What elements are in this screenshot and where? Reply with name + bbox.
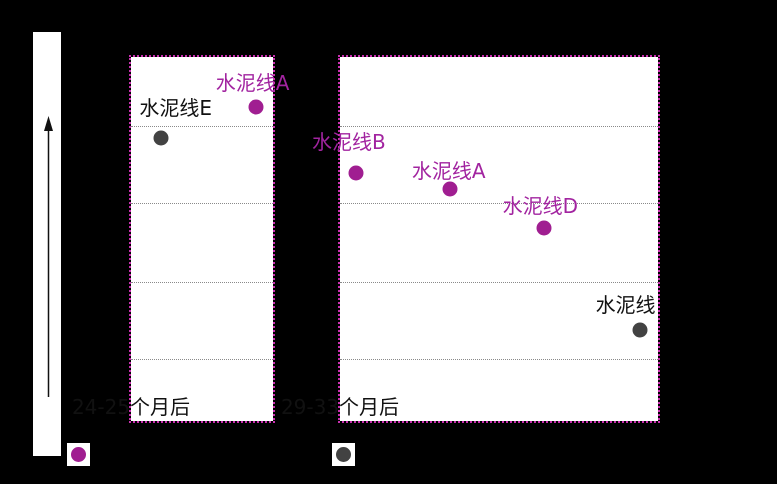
data-point-dot-magenta (248, 99, 264, 114)
gridline (131, 126, 273, 128)
gray-dot-icon (336, 447, 351, 462)
data-point-label: 水泥线B (312, 130, 386, 155)
y-axis-strip (33, 32, 61, 456)
data-point-label: 水泥线E (139, 96, 213, 121)
panel-29-33: 水泥线B 水泥线A 水泥线D 水泥线 29-33个月后 (281, 55, 660, 423)
up-arrow-icon (44, 116, 53, 397)
gridline (131, 203, 273, 205)
data-point-label: 水泥线A (411, 158, 486, 183)
data-point-label: 水泥线A (215, 70, 290, 95)
gridline (340, 281, 658, 283)
panel-caption: 24-25个月后 (71, 395, 191, 419)
data-point-label: 水泥线D (502, 194, 579, 219)
plot-area: 水泥线A 水泥线E (131, 57, 289, 421)
data-point-dot-magenta (348, 165, 364, 181)
gridline (340, 126, 658, 128)
data-point-dot-gray (153, 130, 169, 146)
plot-area: 水泥线B 水泥线A 水泥线D 水泥线 (312, 57, 658, 421)
magenta-dot-icon (71, 447, 86, 462)
data-point-label: 水泥线 (595, 292, 656, 317)
gridline (340, 203, 658, 205)
gridline (131, 281, 273, 283)
legend-swatch-gray (332, 443, 355, 466)
panel-24-25: 水泥线A 水泥线E 24-25个月后 (72, 55, 289, 423)
data-point-dot-magenta (442, 181, 458, 197)
legend-swatch-magenta (67, 443, 90, 466)
panel-caption: 29-33个月后 (280, 395, 400, 419)
data-point-dot-gray (632, 322, 648, 338)
gridline (131, 358, 273, 360)
gridline (340, 358, 658, 360)
data-point-dot-magenta (536, 220, 552, 236)
